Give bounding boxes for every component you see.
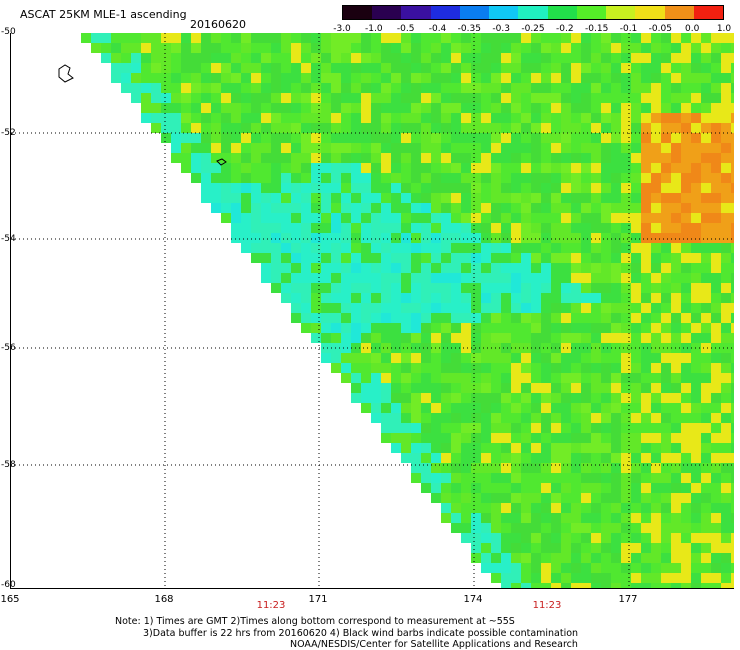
colorbar-segment bbox=[459, 6, 490, 19]
lon-label: 177 bbox=[618, 594, 638, 605]
lon-label: 171 bbox=[308, 594, 328, 605]
colorbar-segment bbox=[372, 6, 402, 19]
island-outline bbox=[58, 64, 74, 83]
colorbar-segment bbox=[430, 6, 460, 19]
lon-label: 165 bbox=[0, 594, 20, 605]
graticule bbox=[11, 33, 734, 588]
colorbar-segment bbox=[576, 6, 607, 19]
swath-pixels bbox=[81, 33, 734, 588]
note-line-1: Note: 1) Times are GMT 2)Times along bot… bbox=[115, 616, 515, 627]
colorbar-tick-label: -0.5 bbox=[396, 24, 415, 34]
map-title: ASCAT 25KM MLE-1 ascending bbox=[20, 8, 187, 21]
colorbar-tick-label: -3.0 bbox=[333, 24, 351, 34]
time-label: 11:23 bbox=[256, 600, 286, 611]
lon-label: 174 bbox=[463, 594, 483, 605]
colorbar-labels: -3.0 -1.0 -0.5 -0.4 -0.35 -0.3 -0.25 -0.2 -0.15-… bbox=[330, 24, 740, 36]
lat-label: -50 bbox=[1, 27, 16, 37]
colorbar-segment bbox=[518, 6, 548, 19]
colorbar bbox=[342, 5, 724, 20]
island-outline bbox=[216, 158, 227, 166]
colorbar-tick-label: 1.0 bbox=[716, 24, 732, 34]
colorbar-tick-label: -0.15 bbox=[585, 24, 609, 34]
colorbar-tick-label: -0.1 bbox=[619, 24, 638, 34]
lat-label: -52 bbox=[1, 128, 16, 138]
note-line-2: 3)Data buffer is 22 hrs from 20160620 4)… bbox=[143, 628, 579, 639]
lat-label: -54 bbox=[1, 234, 16, 244]
colorbar-tick-label: -0.05 bbox=[648, 24, 672, 34]
colorbar-tick-label: -0.3 bbox=[492, 24, 510, 34]
lon-label: 168 bbox=[154, 594, 174, 605]
colorbar-segment bbox=[664, 6, 694, 19]
map-date: 20160620 bbox=[190, 18, 246, 31]
colorbar-segment bbox=[606, 6, 636, 19]
colorbar-segment bbox=[635, 6, 665, 19]
lat-label: -60 bbox=[1, 580, 16, 590]
colorbar-segment bbox=[547, 6, 577, 19]
colorbar-tick-label: -1.0 bbox=[365, 24, 383, 34]
time-label: 11:23 bbox=[532, 600, 562, 611]
colorbar-tick-label: -0.35 bbox=[457, 24, 481, 34]
colorbar-tick-label: -0.25 bbox=[521, 24, 545, 34]
note-line-3: NOAA/NESDIS/Center for Satellite Applica… bbox=[290, 639, 578, 650]
colorbar-segment bbox=[489, 6, 519, 19]
colorbar-tick-label: -0.4 bbox=[428, 24, 447, 34]
lat-label: -58 bbox=[1, 460, 16, 470]
colorbar-segment bbox=[343, 6, 373, 19]
colorbar-segment bbox=[401, 6, 431, 19]
lat-label: -56 bbox=[1, 343, 16, 353]
colorbar-tick-label: 0.0 bbox=[684, 24, 700, 34]
colorbar-tick-label: -0.2 bbox=[556, 24, 574, 34]
colorbar-segment bbox=[693, 6, 724, 19]
swath-map-canvas bbox=[11, 33, 734, 588]
swath-map bbox=[10, 33, 734, 589]
